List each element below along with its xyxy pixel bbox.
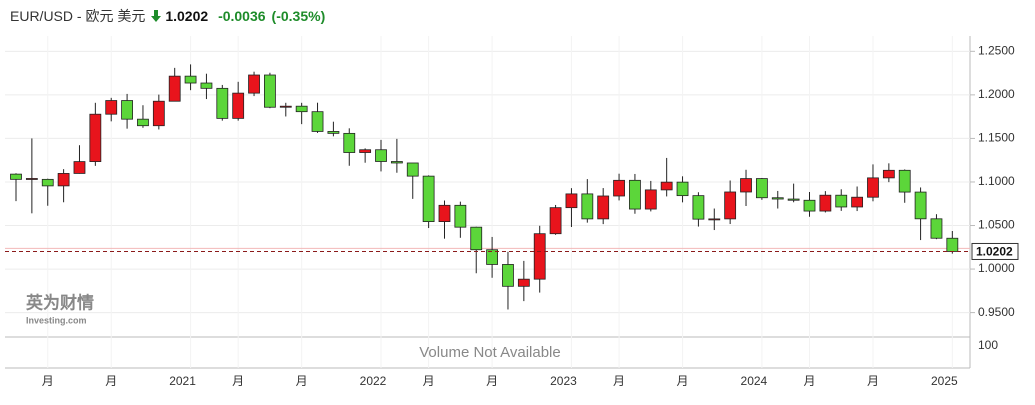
volume-tick-label: 100 [978,338,998,352]
y-tick-label: 1.1500 [978,131,1015,145]
candle-body [724,191,737,220]
candle-body [755,178,768,199]
candle-body [565,193,578,209]
candle-body [803,199,816,212]
candle-body [613,179,625,197]
x-tick-label: 月 [867,374,879,388]
candle-body [422,175,435,222]
candle-body [10,173,22,180]
candle-body [581,193,594,220]
candle-body [327,131,340,134]
candle-body [946,237,959,252]
candle-body [248,74,260,94]
candle-body [898,169,911,193]
x-tick-label: 月 [423,374,435,388]
x-tick-label: 2025 [931,374,958,388]
candle-body [835,194,848,208]
candle-body [486,249,499,265]
change: -0.0036 [218,8,266,24]
candle-body [470,226,483,251]
candle-body [311,111,324,132]
candle-body [137,118,149,127]
candle-body [279,105,292,108]
candle-body [105,100,118,115]
candle-body [216,87,229,119]
watermark-brand: 英为财情 [26,292,94,312]
x-tick-label: 2024 [741,374,768,388]
candle-body [708,218,721,221]
candle-body [549,207,562,235]
y-tick-label: 1.2500 [978,43,1015,57]
candle-body [390,161,403,164]
last-price-box [971,242,1019,260]
x-tick-label: 月 [105,374,117,388]
x-tick-label: 2022 [360,374,387,388]
candle-body [406,162,419,177]
y-tick-label: 1.0500 [978,218,1015,232]
last-price-label: 1.0202 [976,245,1013,259]
x-tick-label: 月 [613,374,625,388]
symbol: EUR/USD - 欧元 美元 [10,8,146,24]
y-tick-label: 1.2000 [978,87,1015,101]
down-arrow-icon [151,10,162,22]
y-tick-label: 1.1000 [978,174,1015,188]
candle-body [771,197,784,200]
candle-body [359,149,372,153]
candle-body [438,204,451,222]
candle-body [57,173,70,187]
candle-body [25,178,38,180]
volume-note: Volume Not Available [419,344,560,361]
candle-body [152,100,165,127]
candle-body [851,196,864,208]
candle-body [787,198,800,201]
candle-body [295,105,308,113]
candle-body [454,204,467,228]
candle-body [168,75,181,102]
x-tick-label: 月 [232,374,244,388]
candle-body [660,181,673,191]
candle-body [867,177,879,198]
x-tick-label: 月 [677,374,689,388]
candle-body [343,132,356,153]
candle-body [264,74,276,108]
candle-body [533,233,546,280]
candle-body [375,149,387,162]
price: 1.0202 [165,8,209,24]
candle-body [121,100,133,120]
candle-body [629,179,641,210]
candle-body [914,191,927,220]
candle-body [740,178,752,193]
header: EUR/USD - 欧元 美元 1.0202 -0.0036 (-0.35%) [10,6,331,26]
y-tick-label: 0.9500 [978,305,1015,319]
x-tick-label: 2021 [169,374,196,388]
y-tick-label: 1.0000 [978,261,1015,275]
x-tick-label: 2023 [550,374,577,388]
change-percent: (-0.35%) [271,8,326,24]
candle-body [232,92,245,119]
x-tick-label: 月 [486,374,498,388]
candle-body [200,82,213,89]
candle-body [597,195,610,220]
candle-body [676,181,689,197]
x-tick-label: 月 [803,374,815,388]
x-tick-label: 月 [296,374,308,388]
watermark-site: Investing.com [26,315,87,325]
candle-body [73,161,86,174]
candle-body [692,195,705,220]
candle-body [819,194,832,212]
candle-body [502,264,514,287]
candle-body [644,189,657,210]
x-tick-label: 月 [42,374,54,388]
candle-body [41,178,54,187]
candle-body [517,278,530,287]
candle-body [184,75,197,84]
candle-body [89,113,102,162]
candle-body [882,169,895,179]
candle-body [930,218,943,239]
